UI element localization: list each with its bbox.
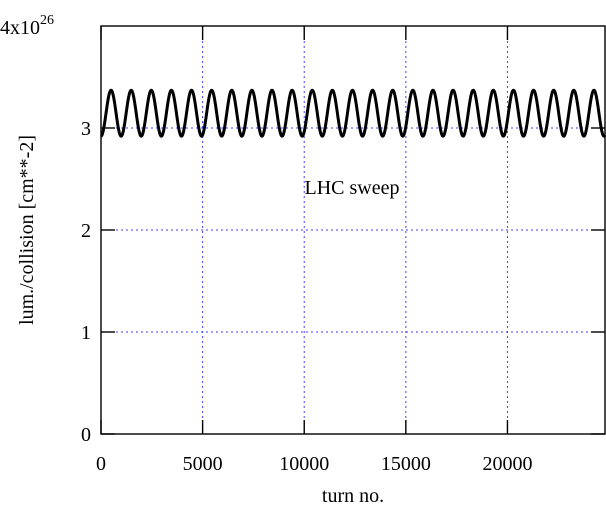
y-top-tick-label: 4x1026 xyxy=(0,13,54,39)
x-tick-labels: 0 5000 10000 15000 20000 xyxy=(96,453,532,475)
annotation-label: LHC sweep xyxy=(305,177,400,199)
y-top-mantissa: 4x10 xyxy=(0,17,40,39)
y-axis-label: lum./collision [cm**-2] xyxy=(16,135,38,325)
x-tick-label-3: 15000 xyxy=(381,453,431,475)
series-line xyxy=(99,88,606,138)
x-tick-label-1: 5000 xyxy=(183,453,223,475)
x-tick-label-4: 20000 xyxy=(482,453,532,475)
x-tick-label-0: 0 xyxy=(96,453,106,475)
y-tick-label-1: 1 xyxy=(81,322,91,344)
y-tick-label-2: 2 xyxy=(81,220,91,242)
y-tick-labels: 0 1 2 3 xyxy=(81,118,91,446)
y-top-exponent: 26 xyxy=(40,13,54,28)
y-tick-label-3: 3 xyxy=(81,118,91,140)
x-axis-label: turn no. xyxy=(322,485,384,507)
grid-lines xyxy=(101,26,605,434)
x-tick-label-2: 10000 xyxy=(279,453,329,475)
y-tick-label-0: 0 xyxy=(81,424,91,446)
